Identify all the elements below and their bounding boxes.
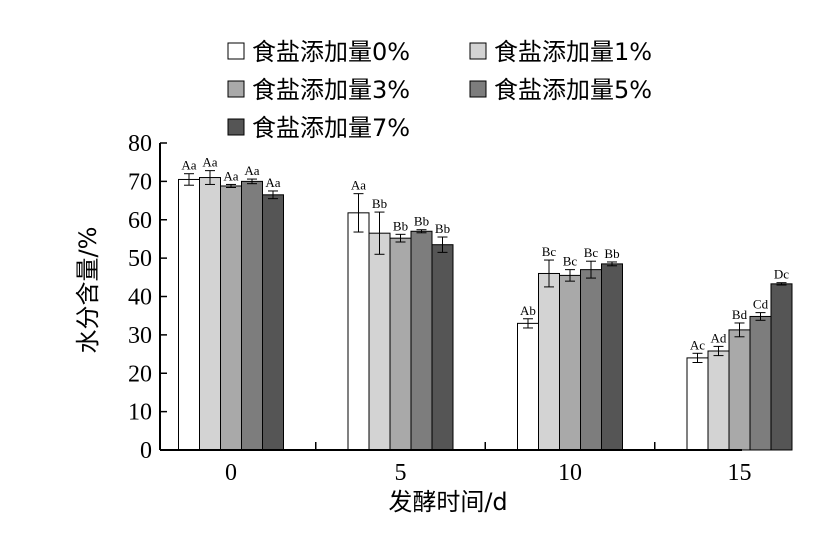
legend-swatch: [227, 80, 245, 98]
legend-item: 食盐添加量0%: [227, 38, 410, 66]
bar: [410, 230, 433, 451]
data-label: Bb: [372, 196, 387, 211]
legend-label: 食盐添加量7%: [252, 114, 410, 142]
bar: [538, 272, 560, 451]
data-label: Aa: [181, 158, 196, 173]
data-label: Cd: [753, 297, 769, 312]
y-tick-label: 30: [128, 323, 152, 349]
x-tick-label: 5: [395, 460, 407, 486]
data-label: Bc: [563, 254, 578, 269]
legend-label: 食盐添加量1%: [494, 38, 652, 66]
data-label: Aa: [223, 168, 238, 183]
x-axis-title: 发酵时间/d: [388, 488, 507, 516]
y-tick-label: 50: [128, 246, 152, 272]
legend: 食盐添加量0% 食盐添加量1% 食盐添加量3% 食盐添加量5% 食盐添加量7%: [227, 38, 652, 142]
data-label: Aa: [202, 155, 217, 170]
bar: [686, 357, 709, 451]
data-label: Bb: [435, 221, 450, 236]
bar: [728, 329, 751, 451]
bar: [347, 212, 370, 451]
data-label: Ab: [520, 303, 536, 318]
bar: [178, 178, 200, 451]
y-axis: 0 10 20 30 40 50 60 70 80: [128, 131, 167, 464]
bar: [749, 315, 772, 451]
bar: [601, 263, 623, 451]
legend-swatch: [469, 80, 487, 98]
bar: [580, 269, 602, 451]
legend-label: 食盐添加量3%: [252, 76, 410, 104]
legend-label: 食盐添加量0%: [252, 38, 410, 66]
data-label: Bb: [604, 246, 619, 261]
y-tick-label: 20: [128, 361, 152, 387]
bar: [199, 177, 221, 451]
x-tick-label: 15: [728, 460, 752, 486]
data-label: Bb: [393, 218, 408, 233]
x-tick-label: 0: [225, 460, 237, 486]
legend-swatch: [227, 118, 245, 136]
y-tick-label: 0: [140, 438, 152, 464]
bar: [517, 322, 539, 451]
bar: [389, 237, 412, 451]
bar-groups: Aa Aa Ab Ac Aa Bb Bc Ad Aa Bb Bc Bd Aa Bb Bc Cd Aa Bb Bb Dc: [178, 155, 793, 451]
data-label: Aa: [265, 175, 280, 190]
bar: [770, 283, 793, 451]
data-label: Ad: [711, 330, 727, 345]
bar: [220, 185, 242, 451]
data-label: Bd: [732, 307, 748, 322]
data-label: Dc: [774, 267, 789, 282]
y-tick-label: 80: [128, 131, 152, 157]
legend-label: 食盐添加量5%: [494, 76, 652, 104]
legend-item: 食盐添加量5%: [469, 76, 652, 104]
y-axis-title: 水分含量/%: [74, 227, 102, 354]
y-tick-label: 10: [128, 400, 152, 426]
bar: [431, 244, 454, 451]
legend-swatch: [227, 42, 245, 60]
data-label: Aa: [351, 178, 366, 193]
bar: [241, 180, 263, 451]
y-tick-label: 60: [128, 208, 152, 234]
data-label: Bc: [584, 245, 599, 260]
data-label: Bb: [414, 214, 429, 229]
data-label: Ac: [690, 337, 705, 352]
legend-item: 食盐添加量1%: [469, 38, 652, 66]
bar: [707, 350, 730, 451]
bar: [559, 274, 581, 451]
bar: [368, 232, 391, 451]
y-tick-label: 40: [128, 285, 152, 311]
bar: [262, 194, 284, 451]
x-axis: 0 5 10 15: [160, 442, 752, 486]
data-label: Bc: [542, 244, 557, 259]
legend-swatch: [469, 42, 487, 60]
data-label: Aa: [244, 163, 259, 178]
x-tick-label: 10: [558, 460, 582, 486]
legend-item: 食盐添加量7%: [227, 114, 410, 142]
y-tick-label: 70: [128, 169, 152, 195]
legend-item: 食盐添加量3%: [227, 76, 410, 104]
